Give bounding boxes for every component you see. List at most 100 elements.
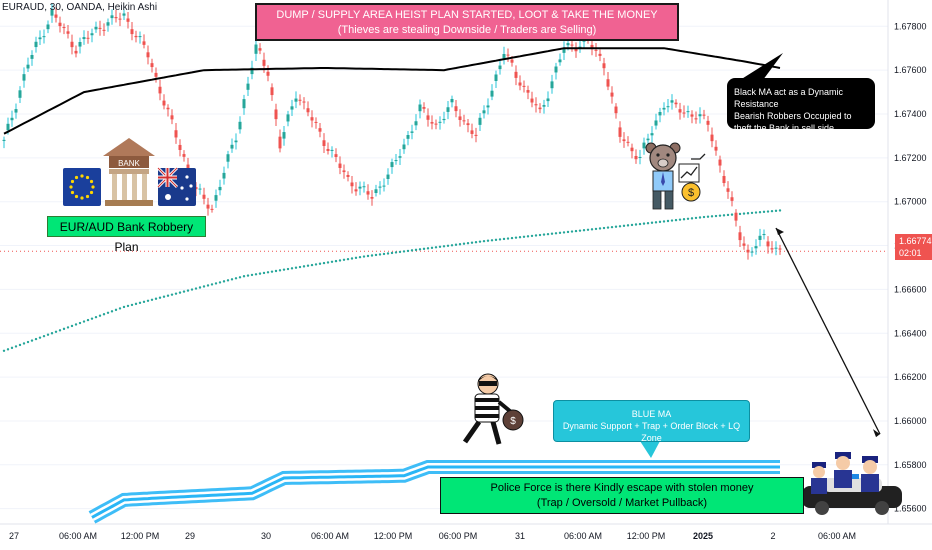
teal-ma-dot (22, 342, 26, 345)
teal-ma-dot (474, 240, 478, 244)
teal-ma-dot (494, 238, 498, 242)
candle-body (590, 44, 594, 49)
teal-ma-dot (658, 220, 662, 224)
candle-body (534, 104, 538, 106)
teal-ma-dot (218, 281, 222, 284)
teal-ma-dot (482, 239, 486, 243)
symbol-label[interactable]: EURAUD, 30, OANDA, Heikin Ashi (2, 2, 158, 13)
teal-ma-dot (178, 291, 182, 294)
candle-body (478, 117, 482, 125)
candle-body (510, 59, 514, 63)
candle-body (426, 115, 430, 120)
candle-body (322, 140, 326, 146)
teal-ma-dot (162, 295, 166, 298)
candle-body (294, 98, 298, 102)
teal-ma-dot (186, 289, 190, 292)
teal-ma-dot (426, 247, 430, 250)
candle-body (718, 159, 722, 166)
candle-body (94, 26, 98, 30)
teal-ma-dot (538, 233, 542, 237)
candle-body (714, 146, 718, 151)
teal-ma-dot (238, 276, 242, 279)
teal-ma-dot (38, 336, 42, 339)
teal-ma-dot (254, 273, 258, 276)
teal-ma-dot (114, 308, 118, 312)
black-ma-line (3, 47, 781, 135)
blue-ma-band (88, 460, 780, 524)
current-price-tag: 1.66774 02:01 (895, 234, 932, 260)
time-tick-label: 12:00 PM (121, 531, 160, 541)
candle-body (218, 186, 222, 191)
teal-ma-dot (282, 268, 286, 271)
candle-body (774, 247, 778, 249)
candle-body (50, 9, 54, 16)
time-tick-label: 06:00 AM (818, 531, 856, 541)
price-tick-label: 1.66200 (894, 372, 927, 382)
teal-ma-dot (202, 285, 206, 288)
teal-ma-dot (14, 345, 18, 348)
candle-body (734, 212, 738, 221)
candle-body (518, 82, 522, 86)
teal-ma-dot (150, 298, 154, 301)
teal-ma-dot (590, 228, 594, 231)
teal-ma-dot (398, 250, 402, 254)
teal-ma-dot (222, 280, 226, 283)
candle-body (222, 172, 226, 179)
candle-body (170, 115, 174, 120)
candle-body (562, 48, 566, 53)
candle-body (206, 204, 210, 209)
candle-body (434, 123, 438, 125)
eu-star (85, 175, 90, 180)
teal-ma-dot (514, 236, 518, 239)
teal-ma-dot (774, 209, 778, 213)
teal-ma-dot (126, 304, 130, 308)
teal-ma-dot (502, 237, 506, 241)
teal-ma-dot (618, 225, 622, 228)
teal-ma-dot (414, 248, 418, 252)
candle-body (610, 92, 614, 97)
candle-body (230, 144, 234, 149)
teal-ma-dot (226, 279, 230, 282)
price-axis[interactable]: 1.678001.676001.674001.672001.670001.668… (887, 0, 932, 550)
teal-ma-dot (766, 210, 770, 213)
teal-ma-dot (18, 343, 22, 347)
candle-body (410, 131, 414, 133)
teal-ma-dot (682, 218, 686, 221)
candle-body (742, 243, 746, 246)
teal-ma-dot (166, 294, 170, 297)
candle-body (34, 41, 38, 48)
candle-body (254, 44, 258, 54)
teal-ma-dot (674, 218, 678, 222)
candle-body (302, 101, 306, 103)
candle-body (182, 154, 186, 157)
teal-ma-dot (310, 263, 314, 267)
candle-body (370, 197, 374, 199)
teal-ma-dot (174, 292, 178, 295)
eu-star (89, 190, 94, 195)
teal-ma-dot (634, 223, 638, 226)
candle-body (754, 246, 758, 249)
teal-ma-dot (230, 278, 234, 281)
teal-ma-dot (506, 237, 510, 240)
teal-ma-dot (278, 269, 282, 272)
candle-body (242, 99, 246, 109)
time-axis[interactable]: 27 06:00 AM 12:00 PM 29 30 06:00 AM 12:00 PM 06… (0, 523, 932, 541)
teal-ma-dot (470, 241, 474, 244)
teal-ma-dot (190, 288, 194, 291)
candle-body (354, 189, 358, 192)
teal-ma-dot (194, 287, 198, 290)
candle-body (654, 120, 658, 126)
teal-ma-dot (198, 286, 202, 289)
blue-ma-title: BLUE MA (631, 409, 672, 419)
candle-body (282, 132, 286, 139)
teal-ma-dot (134, 302, 138, 306)
teal-ma-dot (270, 270, 274, 273)
candle-body (122, 13, 126, 16)
teal-ma-dot (542, 233, 546, 236)
candle-body (522, 85, 526, 87)
candle-body (110, 15, 114, 19)
candle-body (666, 106, 670, 108)
teal-ma-dot (102, 313, 106, 316)
candle-body (238, 121, 242, 130)
